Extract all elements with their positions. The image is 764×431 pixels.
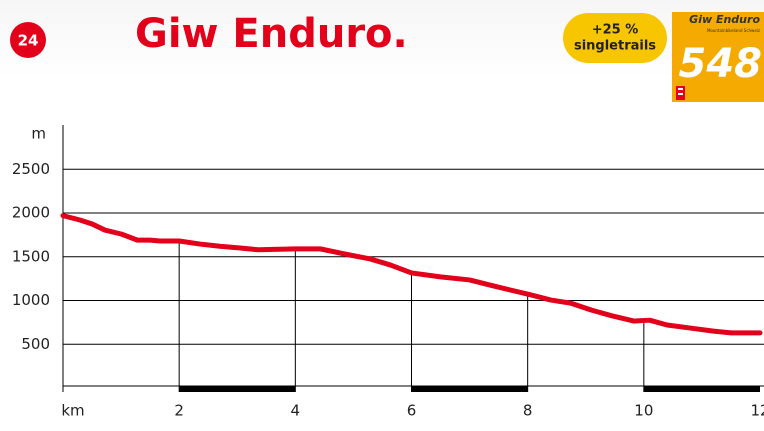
x-tick-label: 8 — [523, 402, 533, 420]
x-tick-label: 10 — [634, 402, 653, 420]
scale-bar — [411, 386, 528, 392]
y-tick-label: 2500 — [12, 160, 50, 178]
emblem — [678, 88, 683, 90]
pill-text: +25 % — [592, 23, 639, 38]
sign-subtitle: Mountainbikeland Schweiz — [707, 28, 760, 33]
y-axis-label: m — [31, 125, 46, 143]
title: Giw Enduro. — [135, 11, 408, 57]
y-tick-label: 500 — [21, 335, 50, 353]
y-tick-label: 1500 — [12, 247, 50, 265]
scale-bar — [179, 386, 296, 392]
x-tick-label: km — [61, 402, 84, 420]
pill-text: singletrails — [574, 39, 656, 54]
badge — [10, 22, 46, 58]
route-sign — [672, 12, 764, 102]
badge-text: 24 — [18, 32, 39, 50]
x-tick-label: 4 — [291, 402, 301, 420]
elevation-line — [60, 213, 763, 336]
pill — [563, 13, 667, 63]
emblem — [678, 93, 683, 95]
x-tick-label: 6 — [407, 402, 417, 420]
y-tick-label: 2000 — [12, 204, 50, 222]
scale-bar — [643, 386, 760, 392]
x-tick-label: 2 — [174, 402, 184, 420]
sign-number: 548 — [679, 41, 763, 87]
sign-name: Giw Enduro — [689, 13, 760, 26]
x-tick-label: 12 — [750, 402, 764, 420]
y-tick-label: 1000 — [12, 291, 50, 309]
